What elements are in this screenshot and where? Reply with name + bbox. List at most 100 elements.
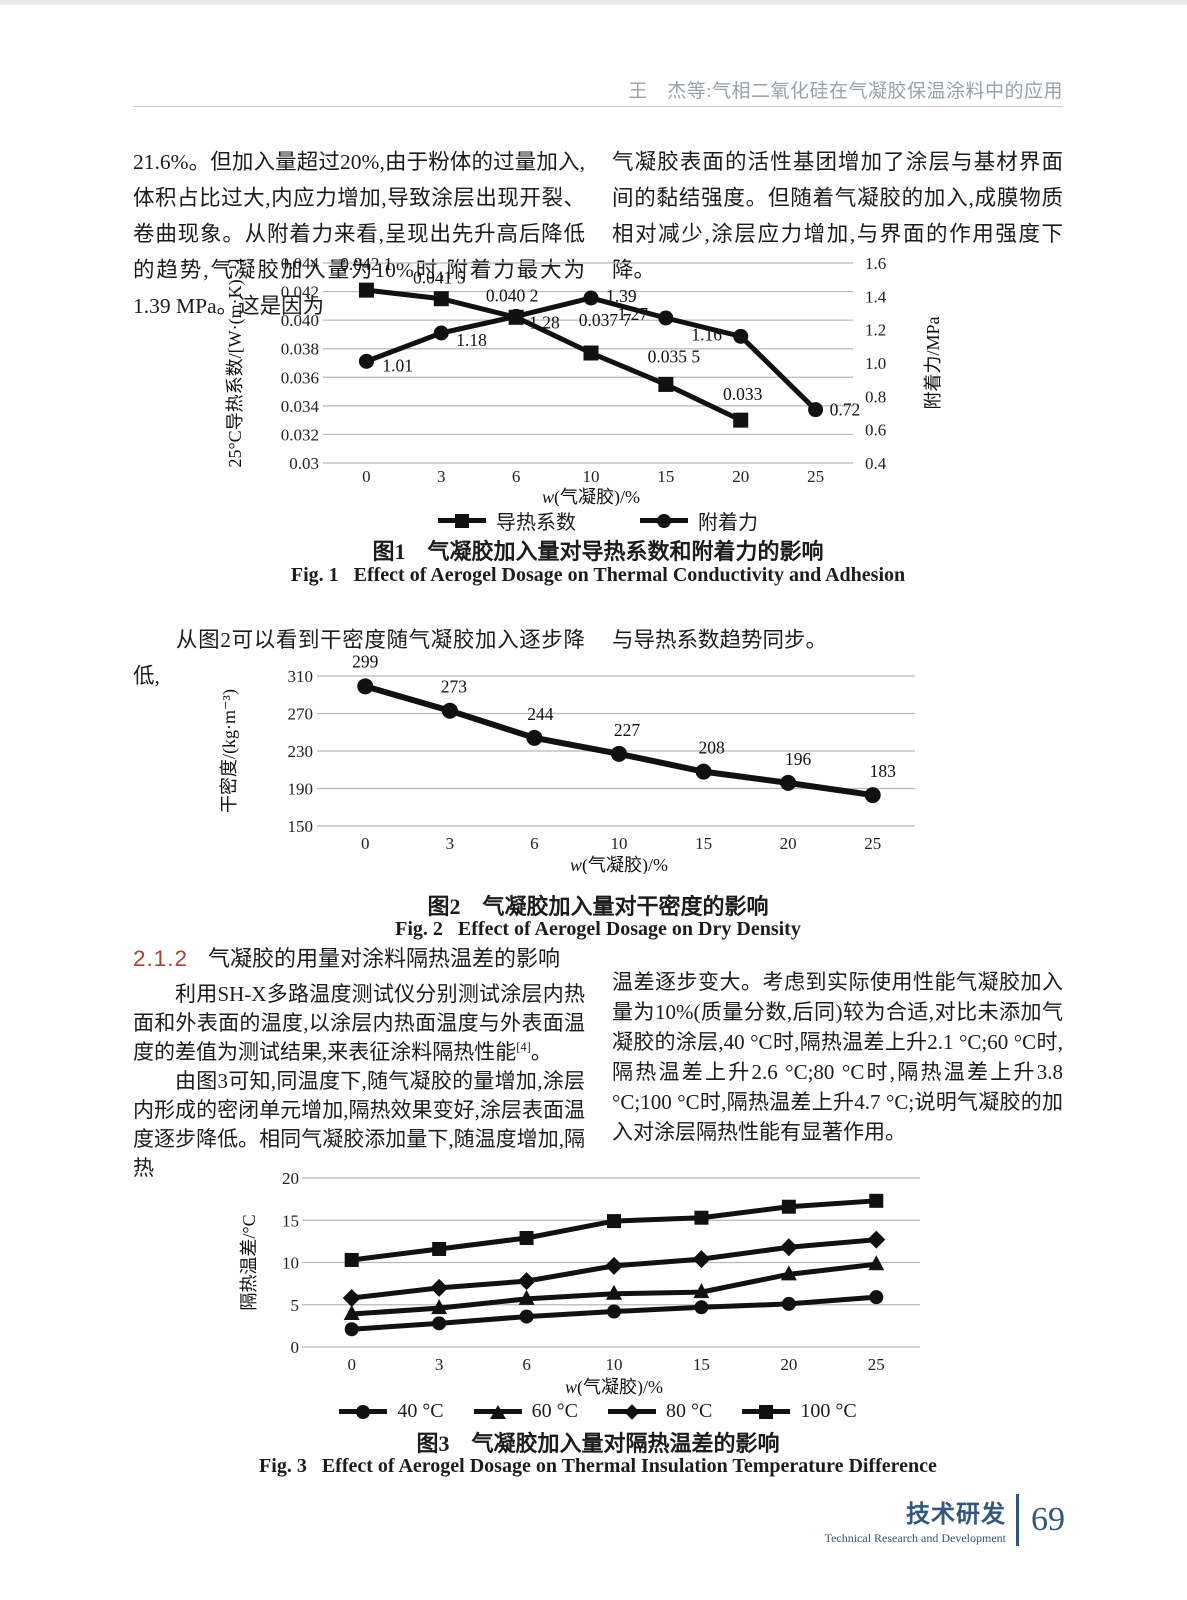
svg-text:0.044: 0.044 bbox=[281, 254, 320, 273]
fig3-line-chart: 20 15 10 5 0 0 3 6 10 15 20 25 w(气凝胶)/% 隔热温差/°C bbox=[239, 1169, 920, 1396]
section-body-left: 利用SH-X多路温度测试仪分别测试涂层内热面和外表面的温度,以涂层内热面温度与外… bbox=[133, 980, 585, 1183]
fig1-legend: 导热系数 附着力 bbox=[133, 506, 1063, 535]
svg-text:10: 10 bbox=[583, 467, 600, 486]
circle-marker-icon bbox=[339, 1404, 388, 1419]
svg-text:25°C导热系数/[W·(m·K)⁻¹]: 25°C导热系数/[W·(m·K)⁻¹] bbox=[225, 258, 246, 467]
svg-text:0.038: 0.038 bbox=[281, 340, 319, 359]
paragraph-left-3: 利用SH-X多路温度测试仪分别测试涂层内热面和外表面的温度,以涂层内热面温度与外… bbox=[133, 980, 585, 1067]
fig2-caption-zh: 图2 气凝胶加入量对干密度的影响 bbox=[427, 894, 769, 919]
svg-text:1.2: 1.2 bbox=[865, 321, 886, 340]
footer-section-name: 技术研发 Technical Research and Development bbox=[825, 1494, 1006, 1546]
fig2-caption-en: Fig. 2 Effect of Aerogel Dosage on Dry D… bbox=[395, 918, 801, 940]
svg-text:25: 25 bbox=[868, 1355, 885, 1374]
svg-text:227: 227 bbox=[614, 720, 641, 740]
paragraph-left-3-end: 。 bbox=[530, 1040, 552, 1064]
svg-text:25: 25 bbox=[864, 834, 881, 853]
legend-label: 附着力 bbox=[698, 512, 758, 534]
svg-text:0.040 2: 0.040 2 bbox=[486, 285, 538, 305]
svg-text:0.042: 0.042 bbox=[281, 283, 319, 302]
svg-text:1.0: 1.0 bbox=[865, 354, 886, 373]
triangle-marker-icon bbox=[473, 1404, 522, 1419]
svg-text:0.037 7: 0.037 7 bbox=[579, 310, 632, 330]
paragraph-right-2: 与导热系数趋势同步。 bbox=[612, 627, 828, 652]
fig3-legend: 40 °C 60 °C 80 °C 100 °C bbox=[133, 1400, 1063, 1423]
footer-section-en: Technical Research and Development bbox=[824, 1531, 1006, 1545]
svg-text:0.4: 0.4 bbox=[865, 454, 887, 473]
svg-text:273: 273 bbox=[441, 677, 468, 697]
svg-text:0.032: 0.032 bbox=[281, 425, 319, 444]
svg-text:0: 0 bbox=[291, 1338, 300, 1357]
section-title: 气凝胶的用量对涂料隔热温差的影响 bbox=[208, 946, 561, 971]
svg-text:15: 15 bbox=[282, 1211, 299, 1230]
svg-text:w(气凝胶)/%: w(气凝胶)/% bbox=[542, 487, 640, 506]
citation-ref: [4] bbox=[516, 1040, 531, 1054]
legend-item: 导热系数 bbox=[438, 506, 576, 535]
paragraph-left-1: 21.6%。但加入量超过20%,由于粉体的过量加入,体积占比过大,内应力增加,导… bbox=[133, 149, 585, 318]
legend-item: 40 °C bbox=[339, 1400, 444, 1423]
svg-text:15: 15 bbox=[693, 1355, 710, 1374]
section-number: 2.1.2 bbox=[133, 946, 189, 971]
paragraph-left-3-text: 利用SH-X多路温度测试仪分别测试涂层内热面和外表面的温度,以涂层内热面温度与外… bbox=[133, 982, 585, 1064]
svg-text:6: 6 bbox=[512, 467, 520, 486]
svg-text:244: 244 bbox=[527, 704, 554, 724]
svg-text:5: 5 bbox=[291, 1296, 300, 1315]
svg-text:1.16: 1.16 bbox=[691, 324, 722, 344]
svg-text:1.18: 1.18 bbox=[456, 330, 487, 350]
svg-text:0.034: 0.034 bbox=[281, 397, 320, 416]
svg-text:230: 230 bbox=[288, 742, 314, 761]
fig1-caption-zh: 图1 气凝胶加入量对导热系数和附着力的影响 bbox=[372, 539, 824, 564]
svg-text:1.39: 1.39 bbox=[606, 286, 637, 306]
fig1-line-chart: 0.044 0.042 0.040 0.038 0.036 0.034 0.032 0.03 1… bbox=[225, 254, 943, 506]
section-heading: 2.1.2 气凝胶的用量对涂料隔热温差的影响 bbox=[133, 944, 593, 974]
svg-text:20: 20 bbox=[282, 1169, 299, 1188]
svg-text:0.041 5: 0.041 5 bbox=[413, 268, 466, 288]
svg-text:w(气凝胶)/%: w(气凝胶)/% bbox=[565, 1377, 663, 1396]
legend-item: 80 °C bbox=[608, 1400, 712, 1423]
svg-text:1.6: 1.6 bbox=[865, 254, 886, 273]
diamond-marker-icon bbox=[608, 1403, 656, 1420]
svg-text:10: 10 bbox=[282, 1254, 299, 1273]
svg-text:附着力/MPa: 附着力/MPa bbox=[923, 316, 943, 409]
running-header: 王 杰等:气相二氧化硅在气凝胶保温涂料中的应用 bbox=[628, 81, 1063, 102]
svg-text:10: 10 bbox=[606, 1355, 623, 1374]
svg-text:183: 183 bbox=[870, 761, 897, 781]
legend-item: 60 °C bbox=[473, 1400, 578, 1423]
svg-text:10: 10 bbox=[611, 834, 628, 853]
svg-text:0.042 1: 0.042 1 bbox=[340, 254, 393, 274]
svg-text:0: 0 bbox=[362, 467, 371, 486]
paragraph-left-2: 从图2可以看到干密度随气凝胶加入逐步降低, bbox=[133, 627, 585, 688]
legend-label: 60 °C bbox=[531, 1400, 578, 1422]
svg-text:3: 3 bbox=[446, 834, 455, 853]
svg-text:3: 3 bbox=[437, 467, 446, 486]
svg-text:0: 0 bbox=[347, 1355, 356, 1374]
svg-text:20: 20 bbox=[732, 467, 749, 486]
legend-item: 100 °C bbox=[742, 1400, 857, 1423]
svg-text:0.72: 0.72 bbox=[830, 400, 861, 420]
svg-text:1.28: 1.28 bbox=[529, 312, 560, 332]
legend-label: 40 °C bbox=[397, 1400, 444, 1422]
svg-text:0.03: 0.03 bbox=[289, 454, 319, 473]
svg-text:0.036: 0.036 bbox=[281, 368, 319, 387]
svg-text:208: 208 bbox=[698, 738, 725, 758]
svg-text:6: 6 bbox=[522, 1355, 531, 1374]
svg-text:196: 196 bbox=[785, 749, 812, 769]
header-rule bbox=[133, 106, 1063, 107]
fig3-caption-en: Fig. 3 Effect of Aerogel Dosage on Therm… bbox=[259, 1455, 937, 1477]
svg-text:3: 3 bbox=[435, 1355, 444, 1374]
page-number: 69 bbox=[1031, 1501, 1065, 1538]
paragraph-left-4: 由图3可知,同温度下,随气凝胶的量增加,涂层内形成的密闭单元增加,隔热效果变好,… bbox=[133, 1069, 585, 1180]
svg-text:6: 6 bbox=[530, 834, 539, 853]
circle-marker-icon bbox=[640, 513, 688, 528]
svg-text:270: 270 bbox=[288, 705, 314, 724]
svg-text:190: 190 bbox=[288, 780, 314, 799]
svg-text:15: 15 bbox=[695, 834, 712, 853]
footer-divider bbox=[1016, 1494, 1019, 1546]
fig2-line-chart: 310 270 230 190 150 0 3 6 10 15 20 25 w(气凝胶)/% 干密度/(k… bbox=[219, 651, 915, 874]
svg-text:1.27: 1.27 bbox=[618, 304, 649, 324]
fig3-caption-zh: 图3 气凝胶加入量对隔热温差的影响 bbox=[416, 1431, 780, 1456]
svg-text:0.035 5: 0.035 5 bbox=[648, 346, 701, 366]
svg-text:25: 25 bbox=[807, 467, 824, 486]
svg-text:20: 20 bbox=[780, 834, 797, 853]
svg-text:299: 299 bbox=[352, 651, 379, 671]
scan-edge-artifact bbox=[0, 0, 1187, 5]
